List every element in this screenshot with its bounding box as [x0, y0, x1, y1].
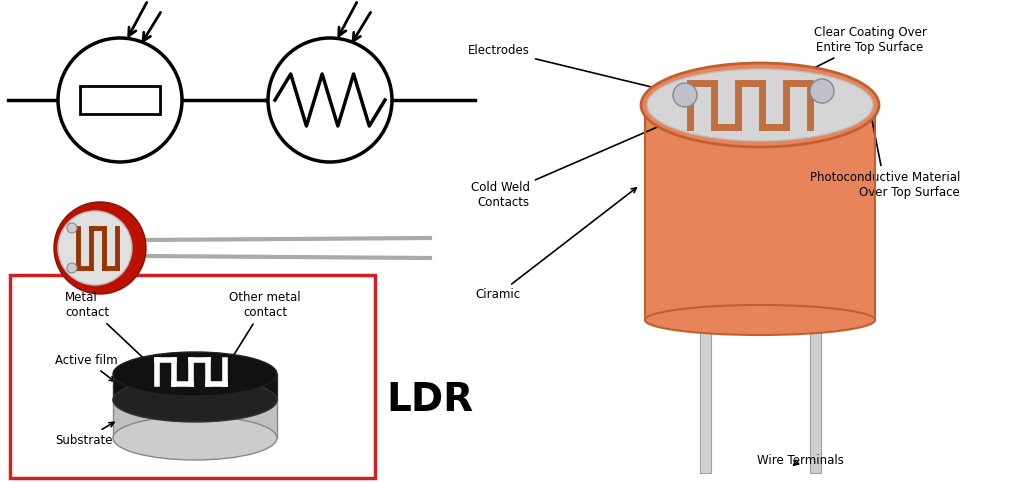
Text: Clear Coating Over
Entire Top Surface: Clear Coating Over Entire Top Surface: [774, 26, 927, 88]
Circle shape: [67, 263, 77, 273]
Ellipse shape: [113, 378, 278, 422]
Bar: [810, 325, 821, 473]
Bar: [113, 374, 278, 400]
Text: Other metal
contact: Other metal contact: [227, 291, 301, 365]
Circle shape: [67, 223, 77, 233]
Circle shape: [810, 79, 834, 103]
Circle shape: [58, 211, 132, 285]
Ellipse shape: [113, 416, 278, 460]
Circle shape: [673, 83, 697, 107]
Ellipse shape: [113, 378, 278, 422]
Text: Electrodes: Electrodes: [468, 43, 700, 100]
Ellipse shape: [113, 352, 278, 396]
Text: LDR: LDR: [386, 381, 473, 419]
Bar: [113, 400, 278, 438]
Bar: [700, 325, 711, 473]
Bar: [645, 105, 874, 320]
Ellipse shape: [647, 69, 873, 141]
Text: Cold Weld
Contacts: Cold Weld Contacts: [471, 116, 681, 209]
Text: Photoconductive Material
Over Top Surface: Photoconductive Material Over Top Surfac…: [810, 114, 961, 199]
Bar: [80, 86, 160, 114]
Text: Active film: Active film: [55, 354, 118, 381]
Text: Substrate: Substrate: [55, 422, 114, 446]
Circle shape: [268, 38, 392, 162]
Ellipse shape: [645, 305, 874, 335]
Text: Ciramic: Ciramic: [475, 188, 636, 301]
Ellipse shape: [641, 63, 879, 147]
Circle shape: [58, 38, 182, 162]
Bar: [10, 275, 375, 478]
Text: Metal
contact: Metal contact: [65, 291, 152, 366]
Text: Wire Terminals: Wire Terminals: [757, 454, 844, 467]
Circle shape: [54, 202, 146, 294]
